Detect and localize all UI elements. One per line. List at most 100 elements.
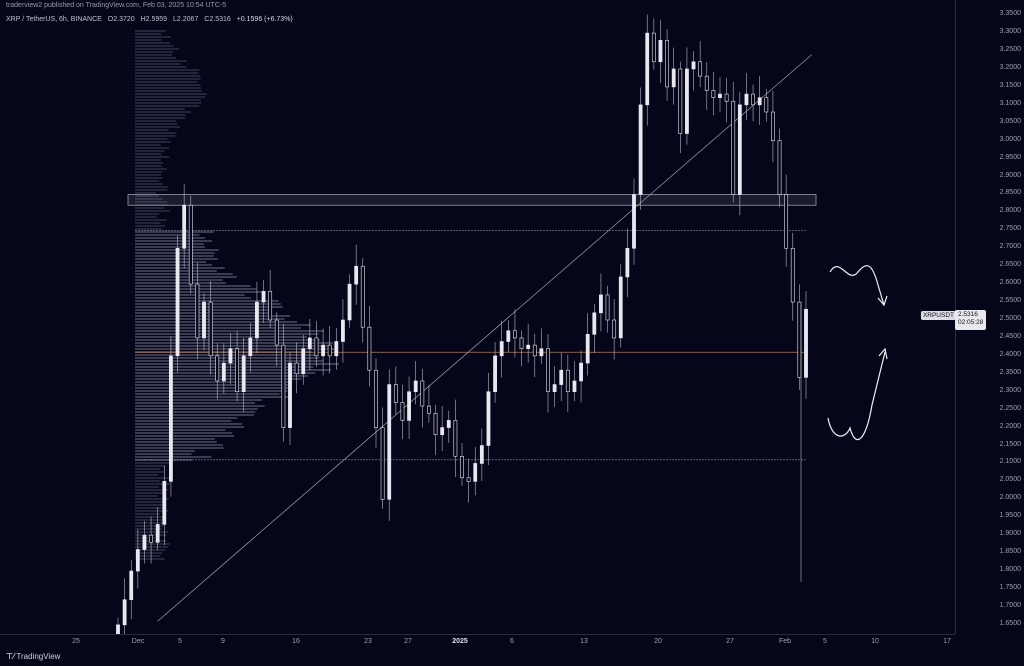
volume-profile-bar — [135, 504, 167, 506]
candle-body — [732, 101, 735, 194]
volume-profile-bar — [135, 417, 237, 419]
volume-profile-bar — [135, 36, 171, 38]
price-tick-label: 2.7500 — [959, 225, 1021, 232]
time-tick-label: 23 — [364, 638, 372, 645]
volume-profile-bar — [135, 411, 255, 413]
volume-profile-bar — [135, 324, 311, 326]
volume-profile-bar — [135, 354, 317, 356]
time-tick-label: 27 — [726, 638, 734, 645]
price-tick-label: 1.8000 — [959, 566, 1021, 573]
candle-body — [229, 349, 232, 363]
volume-profile-bar — [135, 426, 244, 428]
candle-body — [328, 345, 331, 356]
candle-body — [467, 478, 470, 482]
time-tick-label: 5 — [823, 638, 827, 645]
volume-profile-bar — [135, 399, 262, 401]
tradingview-logo-icon: ⊤⁄ — [6, 652, 14, 661]
candle-body — [136, 550, 139, 572]
candle-body — [242, 356, 245, 392]
candle-body — [560, 370, 563, 384]
candle-body — [235, 349, 238, 392]
price-tick-label: 1.7000 — [959, 602, 1021, 609]
price-chart[interactable] — [0, 0, 955, 634]
price-tick-label: 2.3000 — [959, 387, 1021, 394]
candle-body — [381, 428, 384, 500]
support-zone — [128, 194, 816, 205]
candle-body — [639, 105, 642, 195]
candle-body — [414, 381, 417, 392]
time-axis[interactable]: 25 Dec 5 9 16 23 27 2025 6 13 20 27 Feb 5 10 17 — [0, 634, 955, 649]
price-tick-label: 3.2500 — [959, 46, 1021, 53]
volume-profile-bar — [135, 405, 265, 407]
volume-profile-bar — [135, 420, 231, 422]
price-tick-label: 2.1500 — [959, 441, 1021, 448]
time-tick-label: 13 — [580, 638, 588, 645]
volume-profile-bar — [135, 216, 157, 218]
volume-profile-bar — [135, 207, 165, 209]
candle-body — [183, 205, 186, 248]
volume-profile-bar — [135, 315, 290, 317]
candle-body — [619, 277, 622, 338]
candle-body — [368, 327, 371, 370]
volume-profile-bar — [135, 48, 179, 50]
time-tick-label: 16 — [292, 638, 300, 645]
volume-profile-bar — [135, 516, 164, 518]
candle-body — [149, 535, 152, 542]
volume-profile-bar — [135, 402, 255, 404]
candle-body — [745, 94, 748, 105]
volume-profile-bar — [135, 453, 192, 455]
candle-body — [500, 342, 503, 356]
volume-profile-bar — [135, 333, 318, 335]
candle-body — [441, 428, 444, 435]
price-tick-label: 3.2000 — [959, 64, 1021, 71]
volume-profile-bar — [135, 447, 224, 449]
candle-body — [705, 76, 708, 90]
volume-profile-bar — [135, 285, 250, 287]
volume-profile-bar — [135, 243, 204, 245]
volume-profile-bar — [135, 519, 166, 521]
volume-profile-bar — [135, 87, 201, 89]
candle-body — [130, 571, 133, 600]
candle-body — [599, 295, 602, 313]
volume-profile-bar — [135, 75, 200, 77]
price-tick-label: 2.2500 — [959, 405, 1021, 412]
volume-profile-bar — [135, 273, 233, 275]
candle-body — [361, 266, 364, 327]
volume-profile-bar — [135, 336, 307, 338]
volume-profile-bar — [135, 111, 191, 113]
volume-profile-bar — [135, 213, 159, 215]
candle-body — [665, 40, 668, 87]
candle-body — [679, 69, 682, 134]
time-tick-label: 27 — [404, 638, 412, 645]
volume-profile-bar — [135, 495, 157, 497]
volume-profile-bar — [135, 78, 201, 80]
volume-profile-bar — [135, 174, 161, 176]
time-tick-label: 25 — [72, 638, 80, 645]
price-tick-label: 1.7500 — [959, 584, 1021, 591]
candle-body — [632, 194, 635, 248]
candle-body — [196, 284, 199, 338]
candle-body — [493, 356, 496, 392]
candle-body — [288, 363, 291, 428]
candle-body — [672, 69, 675, 87]
volume-profile-bar — [135, 129, 168, 131]
volume-profile-bar — [135, 501, 166, 503]
volume-profile-bar — [135, 162, 163, 164]
time-tick-label: 10 — [871, 638, 879, 645]
volume-profile-bar — [135, 150, 164, 152]
volume-profile-bar — [135, 381, 292, 383]
candle-body — [579, 363, 582, 381]
candle-body — [355, 266, 358, 284]
candle-body — [315, 338, 318, 356]
last-price-tag: 2.5316 02:05:28 — [955, 310, 986, 330]
candle-body — [143, 535, 146, 549]
price-tick-label: 2.3500 — [959, 369, 1021, 376]
candle-body — [262, 291, 265, 302]
candle-body — [626, 248, 629, 277]
volume-profile-bar — [135, 159, 161, 161]
volume-profile-bar — [135, 189, 168, 191]
volume-profile-bar — [135, 141, 171, 143]
volume-profile-bar — [135, 144, 161, 146]
price-tick-label: 2.9500 — [959, 154, 1021, 161]
volume-profile-bar — [135, 147, 169, 149]
